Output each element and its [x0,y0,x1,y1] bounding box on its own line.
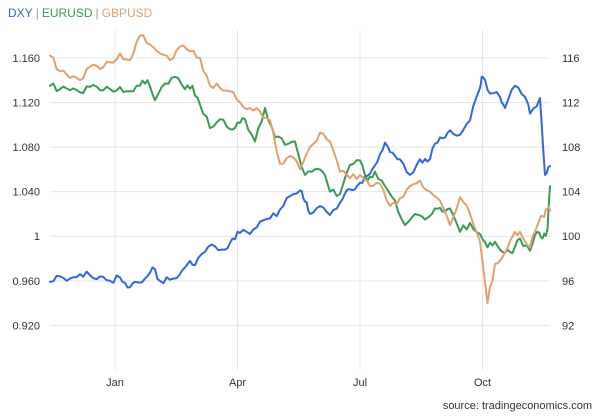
x-tick-label: Jul [353,377,367,389]
right-axis: 92 96 100 104 108 112 116 [562,53,580,333]
right-tick-label: 100 [562,231,580,243]
left-tick-label: 1 [34,231,40,243]
left-tick-label: 1.080 [12,142,40,154]
left-axis: 0.920 0.960 1 1.040 1.080 1.120 1.160 [12,53,40,333]
series-line-eurusd [49,75,551,254]
right-tick-label: 92 [562,320,574,332]
right-tick-label: 104 [562,187,580,199]
left-tick-label: 1.040 [12,187,40,199]
left-tick-label: 1.160 [12,53,40,65]
x-tick-label: Oct [474,377,491,389]
legend-eurusd: EURUSD [41,6,93,20]
right-tick-label: 112 [562,97,580,109]
series-lines [49,34,551,305]
x-tick-label: Jan [106,377,124,389]
series-line-gbpusd [49,34,551,305]
chart-legend: DXY | EURUSD | GBPUSD [8,6,152,20]
legend-separator: | [95,6,99,20]
x-tick-label: Apr [229,377,246,389]
series-line-dxy [49,75,551,289]
right-tick-label: 108 [562,142,580,154]
legend-separator: | [35,6,39,20]
legend-dxy: DXY [8,6,33,20]
left-tick-label: 0.920 [12,320,40,332]
grid-lines [50,30,550,370]
left-tick-label: 0.960 [12,276,40,288]
legend-gbpusd: GBPUSD [101,6,153,20]
right-tick-label: 96 [562,276,574,288]
left-tick-label: 1.120 [12,97,40,109]
source-credit: source: tradingeconomics.com [442,400,592,412]
right-tick-label: 116 [562,53,580,65]
x-axis: Jan Apr Jul Oct [106,377,491,389]
